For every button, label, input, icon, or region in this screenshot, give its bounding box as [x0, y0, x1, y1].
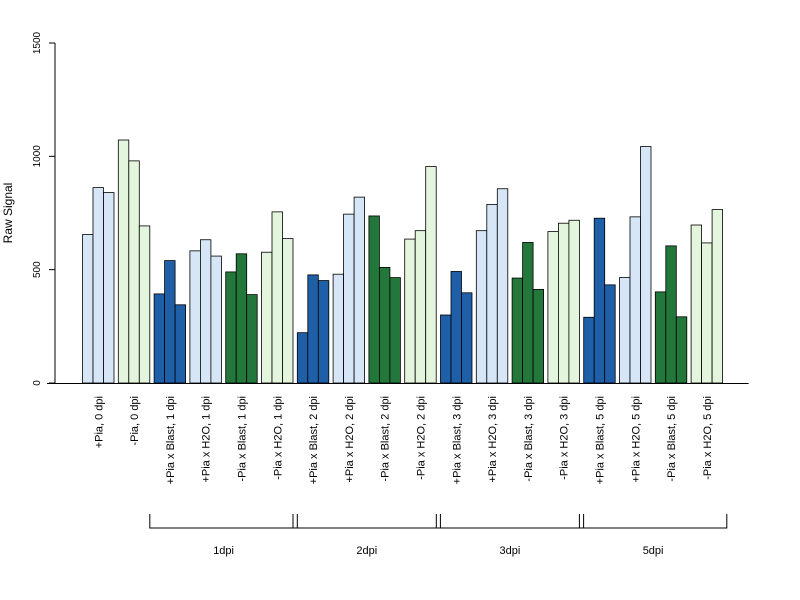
- x-tick-label: +Pia x Blast, 2 dpi: [308, 396, 320, 484]
- bar: [425, 166, 437, 384]
- bar: [511, 277, 523, 384]
- bar: [475, 230, 488, 384]
- x-tick-label: +Pia x Blast, 5 dpi: [594, 396, 606, 484]
- bar: [138, 225, 151, 384]
- bar-layer: [82, 139, 723, 384]
- y-tick-label: 0: [32, 380, 43, 386]
- bar: [153, 293, 166, 384]
- category-labels: +Pia, 0 dpi -Pia, 0 dpi +Pia x Blast, 1 dp…: [93, 396, 714, 484]
- bar: [189, 250, 201, 384]
- x-tick-label: -Pia x H2O, 3 dpi: [559, 396, 571, 480]
- y-tick-label: 500: [32, 261, 43, 278]
- bar: [378, 266, 391, 384]
- x-tick-label: +Pia x Blast, 3 dpi: [451, 396, 463, 484]
- bar: [117, 139, 130, 384]
- bar: [690, 224, 702, 384]
- y-axis-label: Raw Signal: [1, 183, 15, 244]
- bar: [225, 271, 237, 384]
- bar: [164, 260, 176, 384]
- group-bracket: [578, 514, 728, 529]
- bar: [353, 196, 366, 384]
- bar: [174, 304, 187, 384]
- group-label: 5dpi: [643, 545, 664, 557]
- bar: [604, 284, 616, 384]
- bar: [103, 192, 115, 384]
- bar: [665, 245, 677, 384]
- bar: [640, 146, 652, 384]
- bar: [368, 215, 380, 384]
- group-brackets: 1dpi 2dpi 3dpi 5dpi: [149, 514, 728, 557]
- bar: [461, 292, 473, 384]
- bar: [522, 242, 534, 384]
- x-tick-label: -Pia, 0 dpi: [129, 396, 141, 446]
- x-tick-label: -Pia x H2O, 2 dpi: [415, 396, 427, 480]
- bar: [317, 280, 330, 384]
- x-tick-label: +Pia, 0 dpi: [93, 396, 105, 448]
- bar: [128, 160, 140, 384]
- bar: [486, 203, 498, 384]
- bar: [92, 187, 104, 384]
- group-bracket: [149, 514, 298, 529]
- bar: [654, 291, 667, 384]
- x-tick-label: +Pia x Blast, 1 dpi: [165, 396, 177, 484]
- bar: [593, 217, 606, 384]
- bar: [343, 213, 355, 384]
- bar: [547, 231, 559, 384]
- x-tick-label: -Pia x Blast, 3 dpi: [523, 396, 535, 482]
- bar: [404, 238, 416, 384]
- x-tick-label: -Pia x Blast, 5 dpi: [666, 396, 678, 482]
- group-bracket: [292, 514, 441, 529]
- bar: [414, 230, 427, 384]
- x-tick-label: +Pia x H2O, 3 dpi: [487, 396, 499, 483]
- bar: [389, 277, 401, 384]
- group-bracket: [435, 514, 585, 529]
- bar: [558, 222, 570, 384]
- bar: [450, 271, 462, 384]
- x-tick-label: -Pia x H2O, 1 dpi: [272, 396, 284, 480]
- x-tick-label: +Pia x H2O, 5 dpi: [630, 396, 642, 483]
- group-label: 1dpi: [213, 545, 234, 557]
- bar: [282, 238, 294, 384]
- bar: [82, 234, 94, 384]
- group-label: 3dpi: [500, 545, 521, 557]
- bar: [332, 273, 345, 384]
- bar: [271, 211, 283, 384]
- bar: [583, 316, 595, 384]
- bar: [235, 253, 248, 384]
- bar: [675, 316, 688, 384]
- bar: [711, 209, 723, 384]
- bar: [261, 251, 273, 384]
- bar: [246, 294, 258, 384]
- bar: [629, 216, 641, 384]
- bar: [307, 274, 319, 384]
- y-tick-label: 1500: [32, 31, 43, 54]
- bar: [619, 277, 631, 384]
- y-tick-label: 1000: [32, 145, 43, 168]
- x-tick-label: +Pia x H2O, 2 dpi: [344, 396, 356, 483]
- group-label: 2dpi: [356, 545, 377, 557]
- axes: 0 500 1000 1500: [32, 31, 749, 386]
- x-tick-label: +Pia x H2O, 1 dpi: [201, 396, 213, 483]
- bar: [532, 288, 544, 384]
- bar: [496, 188, 509, 384]
- x-tick-label: -Pia x H2O, 5 dpi: [702, 396, 714, 480]
- bar: [210, 255, 222, 384]
- bar: [701, 242, 713, 384]
- bar: [296, 332, 309, 384]
- bar: [568, 219, 580, 384]
- bar: [440, 314, 452, 384]
- x-tick-label: -Pia x Blast, 2 dpi: [380, 396, 392, 482]
- x-tick-label: -Pia x Blast, 1 dpi: [236, 396, 248, 482]
- bar: [199, 239, 212, 384]
